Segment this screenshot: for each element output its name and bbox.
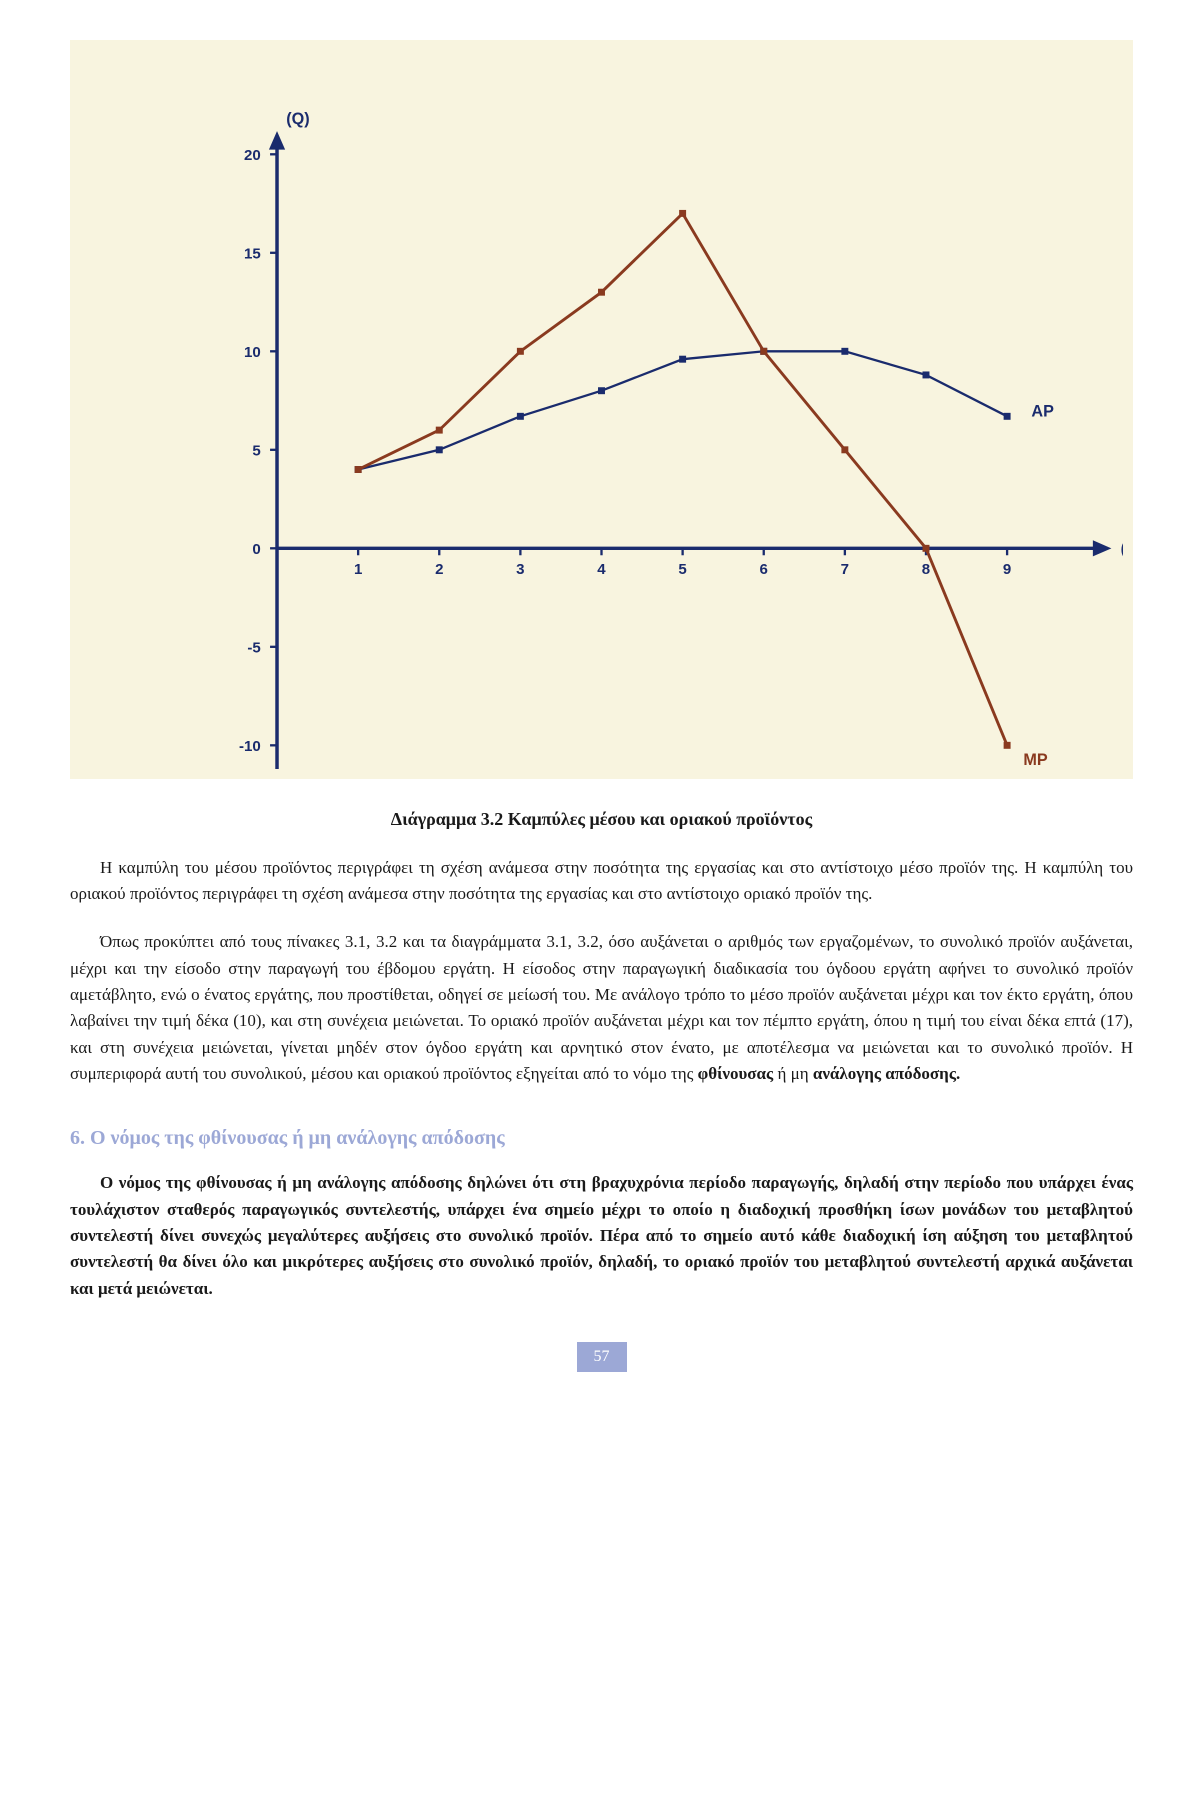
chart-caption: Διάγραμμα 3.2 Καμπύλες μέσου και οριακού… — [70, 809, 1133, 830]
chart-container: -10 -5 0 5 10 15 20 1 2 3 4 5 6 7 8 9 (Q) (L) AP MP — [70, 40, 1133, 779]
para2-bold-b: φθίνουσας — [698, 1064, 774, 1083]
svg-text:4: 4 — [597, 561, 606, 578]
chart: -10 -5 0 5 10 15 20 1 2 3 4 5 6 7 8 9 (Q) (L) AP MP — [80, 50, 1123, 769]
svg-text:(Q): (Q) — [286, 110, 309, 128]
svg-text:15: 15 — [244, 246, 261, 263]
svg-text:7: 7 — [841, 561, 849, 578]
svg-text:(L): (L) — [1121, 540, 1123, 558]
para2-text-c: ή μη — [773, 1064, 813, 1083]
svg-text:AP: AP — [1031, 402, 1054, 420]
svg-text:6: 6 — [760, 561, 768, 578]
svg-text:0: 0 — [252, 541, 260, 558]
paragraph-2: Όπως προκύπτει από τους πίνακες 3.1, 3.2… — [70, 929, 1133, 1087]
svg-text:5: 5 — [678, 561, 686, 578]
svg-text:3: 3 — [516, 561, 524, 578]
paragraph-3: Ο νόμος της φθίνουσας ή μη ανάλογης απόδ… — [70, 1170, 1133, 1302]
svg-text:8: 8 — [922, 561, 930, 578]
para2-text-a: Όπως προκύπτει από τους πίνακες 3.1, 3.2… — [70, 932, 1133, 1083]
svg-text:20: 20 — [244, 147, 261, 164]
svg-text:9: 9 — [1003, 561, 1011, 578]
svg-text:MP: MP — [1023, 751, 1048, 768]
svg-text:-10: -10 — [239, 738, 261, 755]
section-heading: 6. Ο νόμος της φθίνουσας ή μη ανάλογης α… — [70, 1127, 1133, 1150]
svg-text:10: 10 — [244, 344, 261, 361]
para2-bold-d: ανάλογης απόδοσης. — [813, 1064, 960, 1083]
page-number: 57 — [577, 1342, 627, 1372]
paragraph-1: Η καμπύλη του μέσου προϊόντος περιγράφει… — [70, 855, 1133, 908]
svg-text:1: 1 — [354, 561, 362, 578]
svg-text:5: 5 — [252, 443, 260, 460]
svg-text:-5: -5 — [247, 640, 260, 657]
svg-text:2: 2 — [435, 561, 443, 578]
